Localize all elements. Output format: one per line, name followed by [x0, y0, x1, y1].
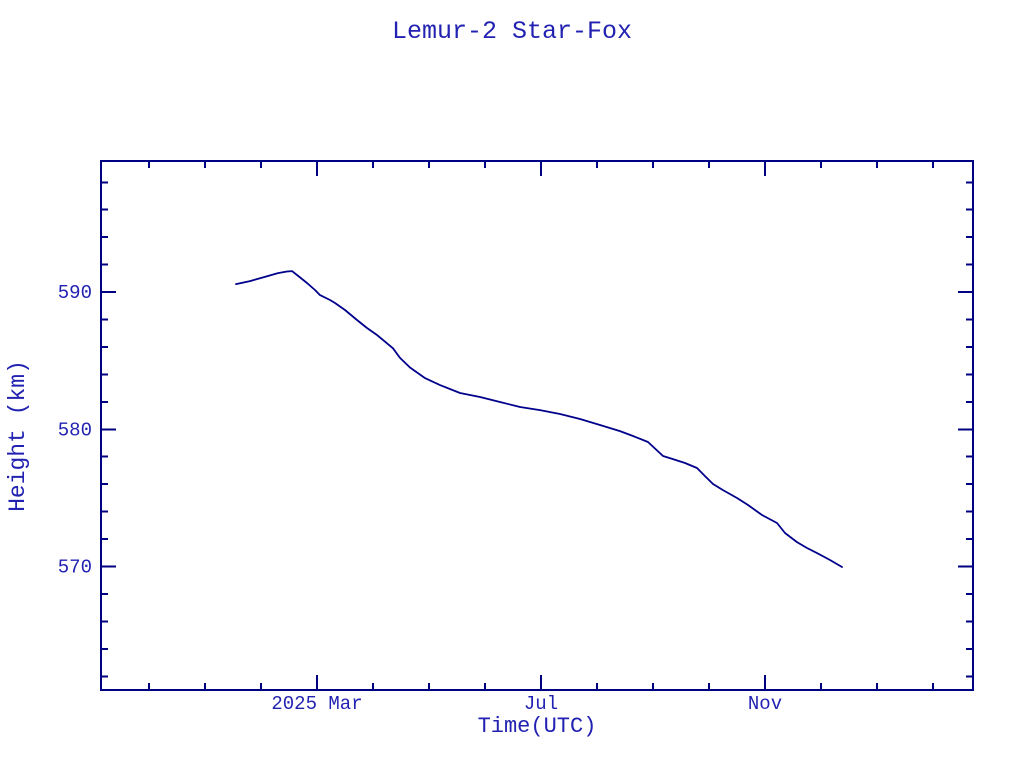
- y-tick-label: 580: [58, 419, 92, 441]
- x-tick-label: 2025 Mar: [271, 693, 362, 715]
- height-curve: [235, 270, 843, 568]
- x-tick-label: Jul: [524, 693, 558, 715]
- chart-title: Lemur-2 Star-Fox: [391, 17, 633, 46]
- y-axis-label: Height (km): [5, 360, 31, 512]
- x-tick-label: Nov: [748, 693, 782, 715]
- y-tick-label: 590: [58, 282, 92, 304]
- y-tick-label: 570: [58, 556, 92, 578]
- plot-frame: [100, 160, 974, 691]
- x-axis-label: Time(UTC): [477, 714, 597, 739]
